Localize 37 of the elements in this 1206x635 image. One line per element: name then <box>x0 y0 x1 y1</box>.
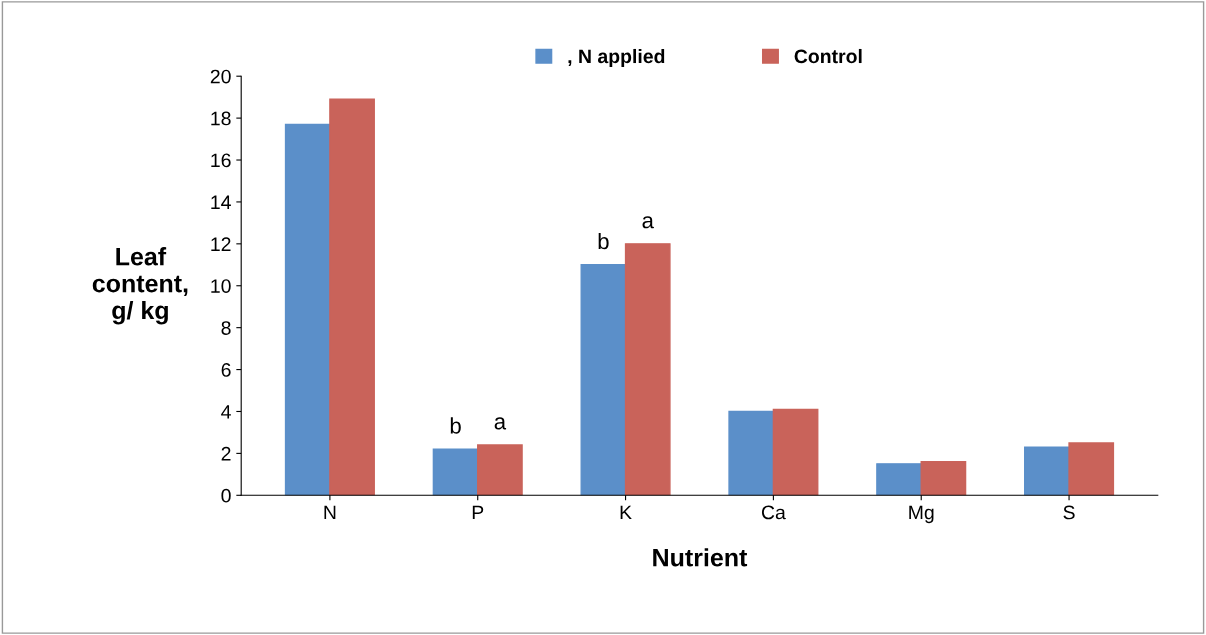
x-tick-label: S <box>1063 505 1075 520</box>
y-tick-label: 4 <box>221 405 231 419</box>
annotation: a <box>642 216 654 229</box>
x-tick-label: K <box>620 505 632 520</box>
y-tick-label: 10 <box>211 279 231 293</box>
bar <box>772 408 819 496</box>
bar <box>624 243 671 496</box>
bar <box>580 264 627 496</box>
x-tick-label: P <box>472 505 484 520</box>
y-tick-label: 2 <box>221 446 231 461</box>
y-tick-label: 0 <box>221 488 231 503</box>
x-tick-label: N <box>324 505 336 520</box>
y-tick-label: 6 <box>221 363 231 377</box>
y-axis-title: Leaf content, g/ kg <box>92 247 188 325</box>
annotation: b <box>598 232 609 250</box>
annotation: b <box>450 417 461 434</box>
y-tick-label: 14 <box>211 195 231 209</box>
bar <box>477 444 523 496</box>
bar <box>920 461 967 496</box>
bar <box>1068 442 1115 496</box>
legend-label: , N applied <box>568 48 665 68</box>
x-tick-label: Mg <box>909 505 934 524</box>
x-tick-label: Ca <box>761 505 786 520</box>
bar <box>1024 446 1070 496</box>
annotation: a <box>494 417 507 430</box>
bar <box>876 463 922 496</box>
x-axis-title: Nutrient <box>653 548 748 567</box>
y-tick-label: 18 <box>211 111 231 126</box>
bar <box>329 98 375 496</box>
y-tick-label: 12 <box>211 237 231 251</box>
bar <box>284 123 331 496</box>
y-tick-label: 16 <box>211 153 231 168</box>
y-tick-label: 20 <box>210 69 231 84</box>
bar <box>432 448 479 496</box>
y-tick-label: 8 <box>221 321 231 335</box>
bar <box>728 410 775 496</box>
legend-label: Control <box>794 48 862 64</box>
